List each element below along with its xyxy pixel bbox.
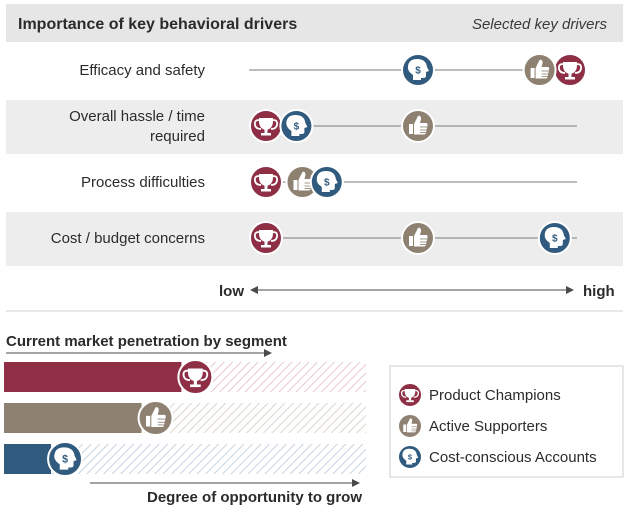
driver-row: Efficacy and safety $ [79,53,587,87]
penetration-fill [4,362,182,392]
penetration-bar: $ [4,441,366,477]
bar-marker-dollar-head-icon: $ [47,441,84,477]
growth-arrow-head [352,479,360,487]
legend-item: $ Cost-conscious Accounts [397,444,597,470]
penetration-bar [4,400,366,436]
penetration-bars: $ [4,359,366,477]
driver-marker-dollar-head-icon: $ [537,221,572,255]
legend-trophy-icon [397,382,423,408]
scale-low-label: low [219,283,244,300]
driver-row: Cost / budget concerns $ [6,212,623,266]
penetration-bar [4,359,366,395]
driver-marker-thumbs-up-icon [285,165,320,199]
driver-marker-dollar-head-icon: $ [309,165,344,199]
driver-marker-thumbs-up-icon [401,221,435,255]
driver-label: Process difficulties [81,174,205,191]
driver-label: Overall hassle / time required [69,108,205,145]
legend-item: Active Supporters [397,413,547,439]
driver-marker-thumbs-up-icon [401,109,435,143]
legend-label: Product Champions [429,387,561,404]
driver-row: Overall hassle / time required $ [6,100,623,154]
bar-marker-thumbs-up-icon [137,400,174,436]
driver-marker-trophy-icon [249,165,283,199]
driver-marker-dollar-head-icon: $ [279,109,314,143]
legend-item: Product Champions [397,382,561,408]
driver-marker-trophy-icon [553,53,587,87]
bar-marker-trophy-icon [177,359,214,395]
row-shading [6,100,623,154]
svg-text:$: $ [324,178,330,189]
legend-dollar-head-icon: $ [397,444,423,470]
legend-label: Active Supporters [429,418,547,435]
scale-high-label: high [583,283,615,300]
penetration-title: Current market penetration by segment [6,333,287,350]
penetration-fill [4,444,52,474]
svg-text:$: $ [62,454,68,466]
legend-label: Cost-conscious Accounts [429,449,597,466]
driver-label: Efficacy and safety [79,62,205,79]
svg-text:$: $ [294,122,300,133]
chart-subtitle: Selected key drivers [472,16,608,33]
scale-arrow-left-head [250,286,258,294]
legend-box [389,365,624,478]
legend: Product Champions Active Supporters $ Cost-… [397,382,597,470]
scale-arrow-right-head [566,286,574,294]
penetration-title-arrow-head [264,349,272,357]
svg-text:$: $ [415,66,421,77]
legend-thumbs-up-icon [397,413,423,439]
growth-label: Degree of opportunity to grow [147,489,362,506]
driver-marker-dollar-head-icon: $ [401,53,435,87]
driver-marker-trophy-icon [249,109,283,143]
driver-label: Cost / budget concerns [51,230,205,247]
row-shading [6,212,623,266]
driver-rows: Efficacy and safety $Overall hassle / tim… [6,53,623,266]
driver-marker-thumbs-up-icon [522,53,557,87]
penetration-fill [4,403,142,433]
svg-text:$: $ [408,453,413,462]
driver-marker-trophy-icon [249,221,283,255]
driver-row: Process difficulties $ [81,165,577,199]
svg-text:$: $ [552,234,558,245]
chart-title: Importance of key behavioral drivers [18,16,297,33]
header-band [6,4,623,42]
